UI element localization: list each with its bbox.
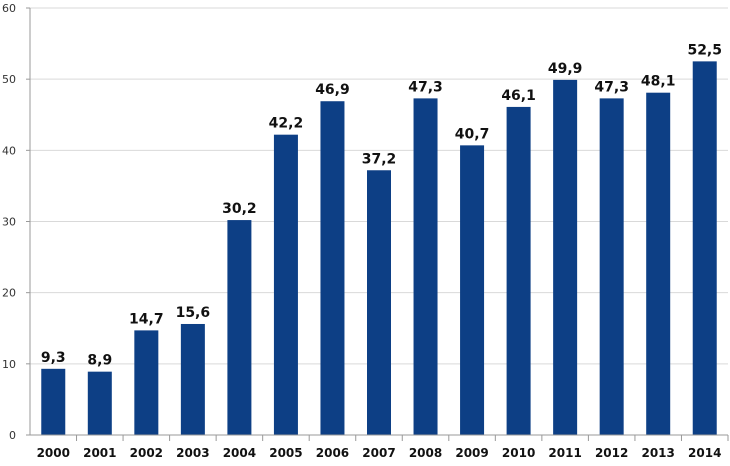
bars — [41, 61, 717, 436]
data-label-2007: 37,2 — [362, 151, 397, 167]
y-tick-label: 60 — [2, 2, 16, 15]
x-tick-label-2010: 2010 — [502, 446, 535, 460]
bar-2008 — [413, 98, 438, 436]
x-tick-label-2012: 2012 — [595, 446, 628, 460]
x-tick-label-2006: 2006 — [316, 446, 349, 460]
data-labels: 9,3 8,9 14,7 15,6 30,2 42,2 46,9 37,2 47,3 40,7 46… — [41, 42, 722, 368]
bar-2007 — [367, 170, 391, 435]
bar-2001 — [87, 371, 112, 435]
bar-2006 — [320, 101, 345, 435]
y-tick-label: 40 — [2, 144, 16, 157]
data-label-2012: 47,3 — [594, 79, 629, 95]
x-tick-label-2008: 2008 — [409, 446, 442, 460]
bar-2000 — [41, 368, 66, 435]
bar-2002 — [134, 330, 159, 435]
data-label-2013: 48,1 — [641, 74, 676, 90]
x-tick-label-2003: 2003 — [176, 446, 209, 460]
data-label-2006: 46,9 — [315, 82, 350, 98]
x-tick-label-2014: 2014 — [688, 446, 721, 460]
bar-2014 — [692, 61, 717, 435]
x-tick-label-2011: 2011 — [548, 446, 581, 460]
x-axis-ticks: 2000 2001 2002 2003 2004 2005 2006 2007 2008 2009… — [37, 435, 729, 460]
y-tick-label: 50 — [2, 73, 16, 86]
data-label-2011: 49,9 — [548, 61, 583, 77]
bar-2011 — [553, 79, 578, 436]
bar-2013 — [646, 92, 671, 436]
data-label-2000: 9,3 — [41, 350, 66, 366]
data-label-2008: 47,3 — [408, 79, 443, 95]
data-label-2004: 30,2 — [222, 201, 257, 217]
x-tick-label-2007: 2007 — [362, 446, 395, 460]
bar-2004 — [227, 220, 252, 435]
bar-2010 — [506, 106, 531, 436]
data-label-2003: 15,6 — [176, 305, 211, 321]
data-label-2002: 14,7 — [129, 311, 164, 327]
data-label-2014: 52,5 — [687, 42, 722, 58]
x-tick-label-2005: 2005 — [269, 446, 302, 460]
x-tick-label-2002: 2002 — [130, 446, 163, 460]
y-tick-label: 0 — [9, 429, 16, 442]
data-label-2009: 40,7 — [455, 126, 490, 142]
x-tick-label-2001: 2001 — [83, 446, 116, 460]
y-tick-label: 10 — [2, 358, 16, 371]
y-tick-label: 30 — [2, 216, 16, 229]
data-label-2010: 46,1 — [501, 88, 536, 104]
data-label-2005: 42,2 — [269, 116, 304, 132]
y-axis-ticks: 0 10 20 30 40 50 60 — [2, 2, 30, 442]
bar-2012 — [599, 98, 624, 436]
x-tick-label-2013: 2013 — [641, 446, 674, 460]
x-tick-label-2000: 2000 — [37, 446, 70, 460]
y-tick-label: 20 — [2, 287, 16, 300]
bar-2009 — [460, 145, 485, 435]
data-label-2001: 8,9 — [87, 353, 112, 369]
bar-2005 — [273, 134, 298, 435]
x-tick-label-2004: 2004 — [223, 446, 256, 460]
x-tick-label-2009: 2009 — [455, 446, 488, 460]
bar-2003 — [180, 323, 205, 435]
